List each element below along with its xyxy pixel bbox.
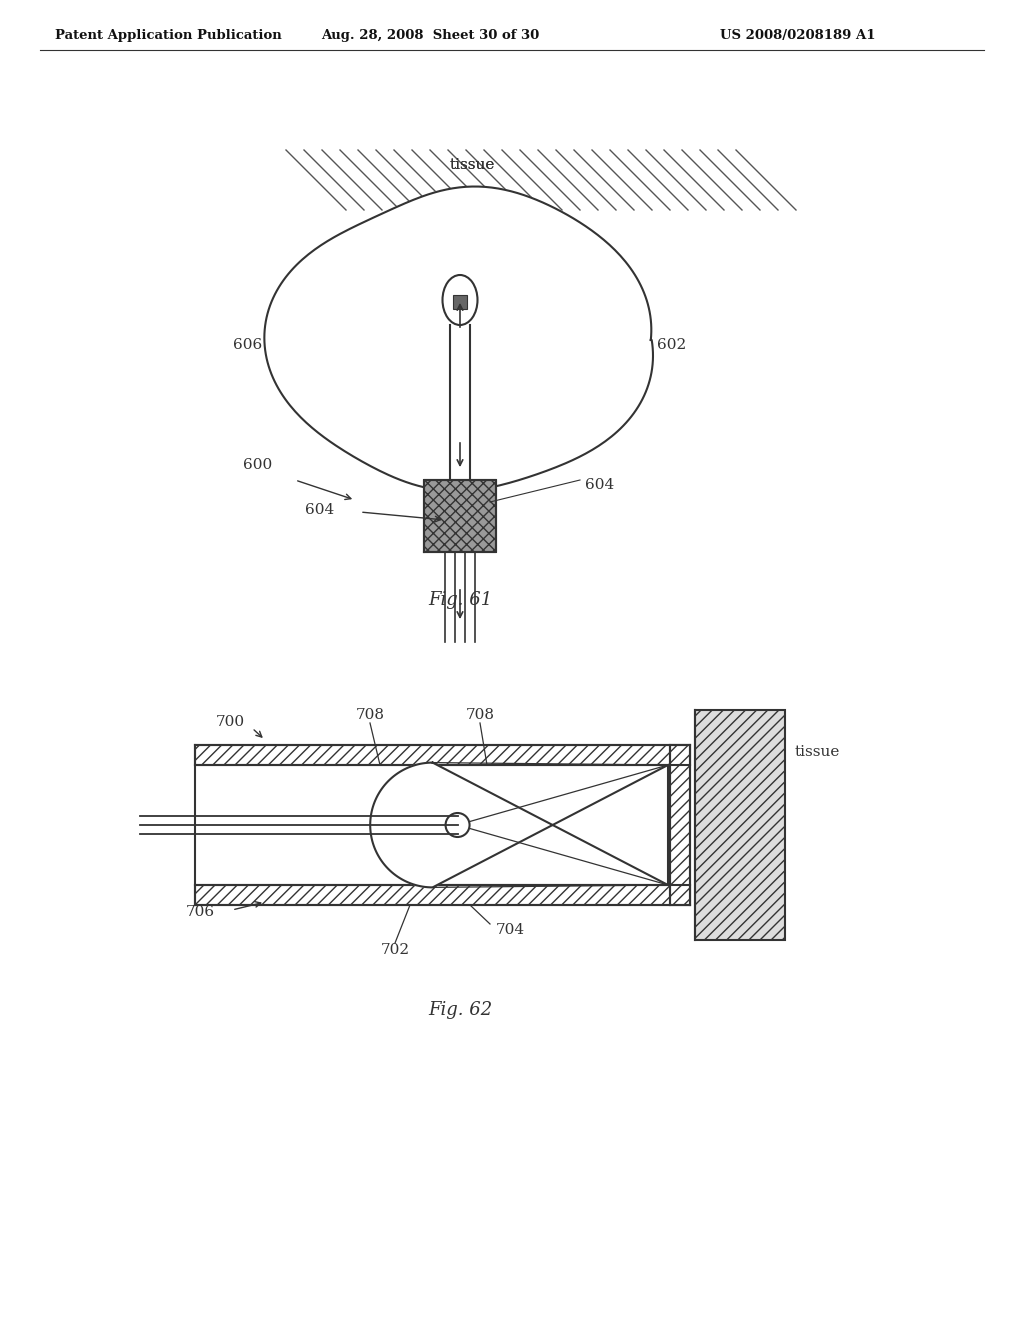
Text: 606: 606 [233,338,262,352]
Text: 600: 600 [244,458,272,473]
Bar [453,294,467,309]
Bar [195,744,690,766]
Text: 708: 708 [355,708,384,722]
Text: Aug. 28, 2008  Sheet 30 of 30: Aug. 28, 2008 Sheet 30 of 30 [321,29,539,41]
Text: US 2008/0208189 A1: US 2008/0208189 A1 [720,29,876,41]
Text: Patent Application Publication: Patent Application Publication [55,29,282,41]
Bar [195,884,690,906]
Text: tissue: tissue [450,158,496,172]
Ellipse shape [442,275,477,325]
Circle shape [445,813,470,837]
Text: 604: 604 [585,478,614,492]
Text: 604: 604 [305,503,335,517]
Text: 706: 706 [185,906,215,919]
Text: tissue: tissue [450,158,496,172]
Text: 702: 702 [381,942,410,957]
Polygon shape [264,186,653,491]
Text: 708: 708 [466,708,495,722]
Text: 700: 700 [215,715,245,729]
Text: tissue: tissue [795,744,841,759]
Text: 704: 704 [496,923,524,937]
Bar [195,766,690,884]
Bar [670,744,690,906]
Text: 602: 602 [657,338,687,352]
Text: Fig. 62: Fig. 62 [428,1001,493,1019]
Bar [695,710,785,940]
Text: Fig. 61: Fig. 61 [428,591,493,609]
Bar [424,480,496,552]
Polygon shape [371,763,668,887]
